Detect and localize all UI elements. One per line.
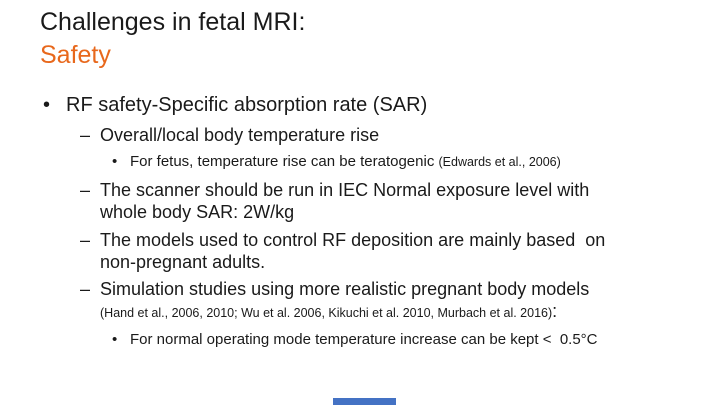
bullet-text-group: For fetus, temperature rise can be terat… bbox=[130, 152, 561, 172]
bullet-list: • RF safety-Specific absorption rate (SA… bbox=[0, 93, 710, 350]
citation-text: (Edwards et al., 2006) bbox=[438, 155, 561, 169]
bullet-text: Simulation studies using more realistic … bbox=[100, 279, 590, 299]
title-line-1: Challenges in fetal MRI: bbox=[40, 8, 306, 36]
citation-text: (Hand et al., 2006, 2010; Wu et al. 2006… bbox=[100, 306, 553, 320]
citation-colon: : bbox=[552, 301, 558, 321]
bullet-dot-icon: • bbox=[43, 94, 51, 116]
bullet-text: Overall/local body temperature rise bbox=[100, 125, 380, 145]
bullet-item-models: – The models used to control RF depositi… bbox=[80, 229, 710, 273]
bullet-dot-icon: • bbox=[112, 331, 118, 348]
bullet-dot-icon: • bbox=[112, 153, 118, 170]
title-line-2-safety: Safety bbox=[40, 41, 111, 69]
bullet-text: For fetus, temperature rise can be terat… bbox=[130, 153, 439, 170]
bullet-item-iec-normal: – The scanner should be run in IEC Norma… bbox=[80, 179, 710, 223]
dash-icon: – bbox=[80, 180, 91, 200]
bullet-item-simulation: – Simulation studies using more realisti… bbox=[80, 278, 710, 323]
bullet-item-sar: • RF safety-Specific absorption rate (SA… bbox=[43, 93, 710, 118]
slide-title: Challenges in fetal MRI: Safety bbox=[40, 6, 305, 72]
dash-icon: – bbox=[80, 279, 91, 299]
bullet-text: The models used to control RF deposition… bbox=[100, 230, 606, 272]
citation-line: (Hand et al., 2006, 2010; Wu et al. 2006… bbox=[100, 302, 589, 323]
bullet-text: The scanner should be run in IEC Normal … bbox=[100, 180, 590, 222]
dash-icon: – bbox=[80, 230, 91, 250]
bullet-item-normal-mode: • For normal operating mode temperature … bbox=[112, 330, 710, 350]
bullet-text: RF safety-Specific absorption rate (SAR) bbox=[66, 94, 428, 116]
dash-icon: – bbox=[80, 125, 91, 145]
bullet-item-temperature-rise: – Overall/local body temperature rise bbox=[80, 124, 710, 146]
bullet-text-group: Simulation studies using more realistic … bbox=[100, 278, 589, 323]
footer-accent-bar bbox=[333, 398, 396, 405]
bullet-item-teratogenic: • For fetus, temperature rise can be ter… bbox=[112, 152, 710, 172]
bullet-text: For normal operating mode temperature in… bbox=[130, 331, 598, 348]
